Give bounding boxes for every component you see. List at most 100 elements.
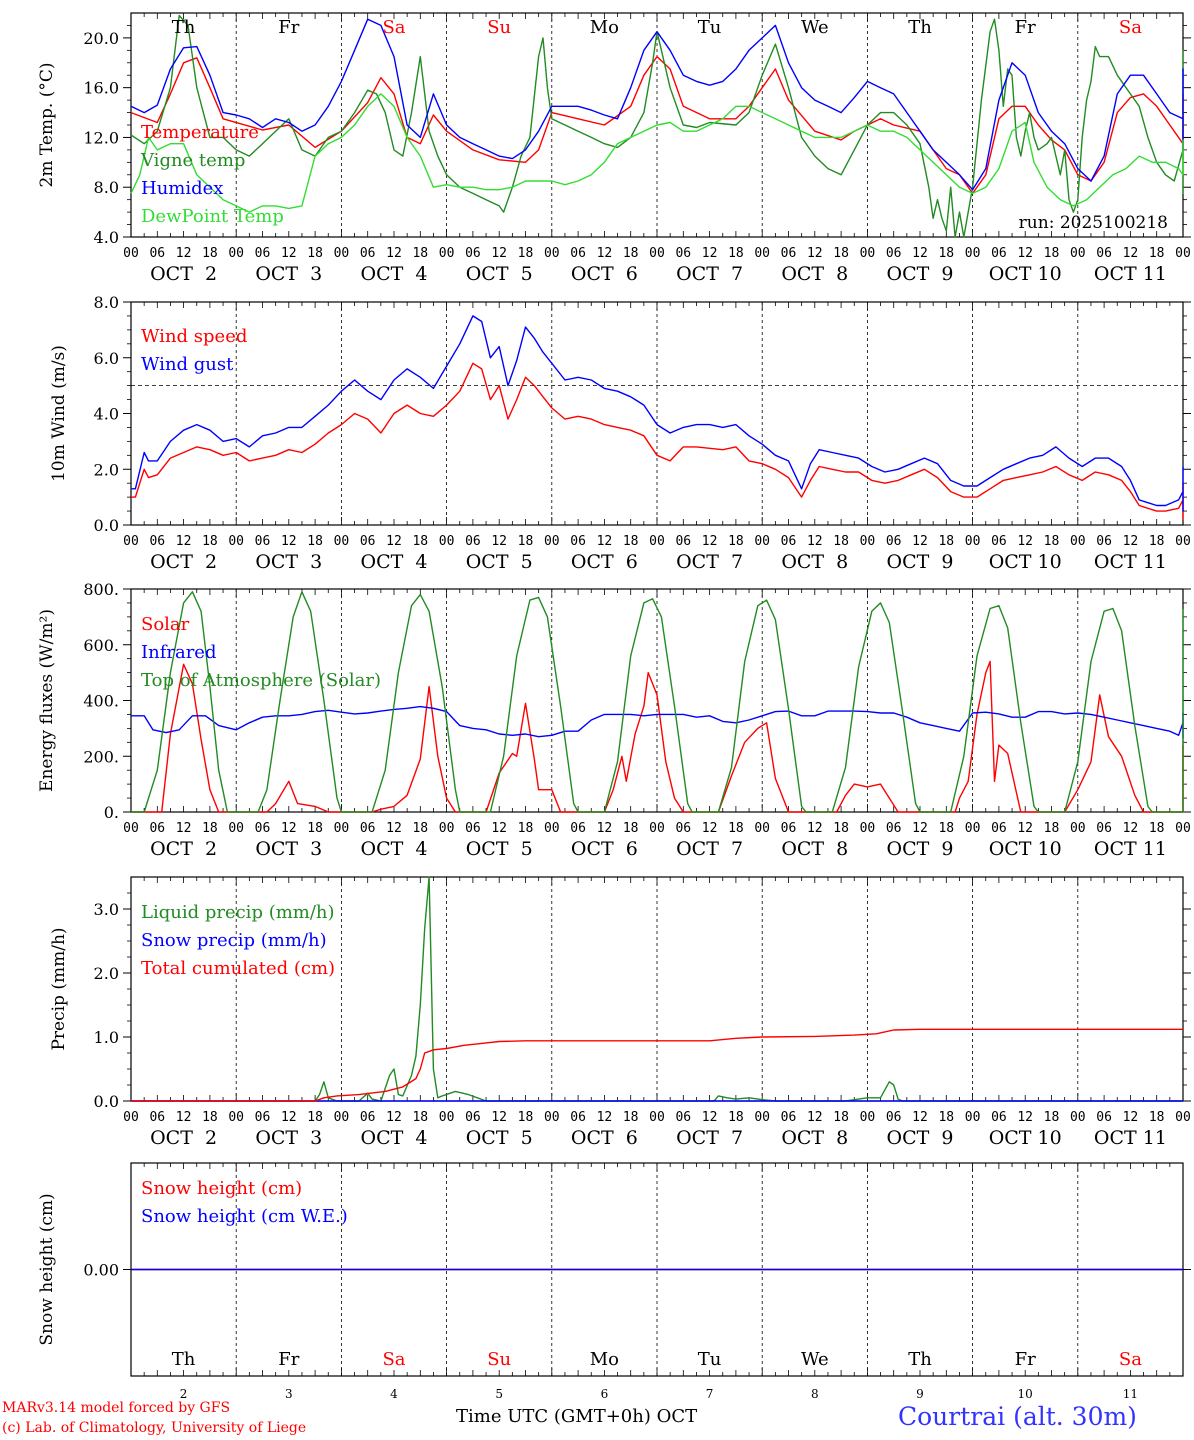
precip-hour-label: 12 [281,1110,297,1125]
precip-hour-label: 18 [202,1110,218,1125]
temp-y-tick-label: 16.0 [83,79,119,98]
temp-hour-label: 00 [1175,246,1191,261]
flux-date-label: OCT 2 [150,838,217,860]
temp-hour-label: 00 [860,246,876,261]
wind-hour-label: 06 [991,534,1007,549]
flux-date-label: OCT 4 [361,838,428,860]
precip-hour-label: 06 [991,1110,1007,1125]
wind-hour-label: 12 [491,534,507,549]
day-label-bottom: Th [172,1349,196,1370]
wind-hour-label: 00 [1175,534,1191,549]
precip-date-label: OCT 7 [676,1127,743,1149]
wind-y-tick-label: 6.0 [94,349,119,368]
flux-date-label: OCT 6 [571,838,638,860]
precip-hour-label: 18 [623,1110,639,1125]
precip-date-label: OCT 10 [989,1127,1062,1149]
temp-hour-label: 18 [938,246,954,261]
precip-hour-label: 12 [1123,1110,1139,1125]
temp-hour-label: 06 [1096,246,1112,261]
wind-date-label: OCT 11 [1094,551,1167,573]
temp-series-temperature [130,55,1184,195]
flux-date-label: OCT 3 [255,838,322,860]
wind-hour-label: 18 [938,534,954,549]
day-label-bottom: Fr [1015,1349,1036,1370]
temp-legend-entry: DewPoint Temp [141,206,284,227]
temp-hour-label: 18 [518,246,534,261]
precip-hour-label: 12 [702,1110,718,1125]
temp-date-label: OCT 6 [571,263,638,285]
wind-date-label: OCT 9 [887,551,954,573]
precip-legend-entry: Liquid precip (mm/h) [141,902,335,923]
temp-hour-label: 06 [149,246,165,261]
flux-hour-label: 18 [412,821,428,836]
wind-hour-label: 00 [649,534,665,549]
temp-hour-label: 06 [991,246,1007,261]
temp-series-dewpoint-temp [130,93,1184,213]
temp-y-axis-label: 2m Temp. (°C) [37,62,57,187]
wind-hour-label: 18 [518,534,534,549]
precip-hour-label: 00 [123,1110,139,1125]
flux-hour-label: 00 [228,821,244,836]
flux-hour-label: 00 [439,821,455,836]
temp-hour-label: 00 [228,246,244,261]
temp-hour-label: 00 [544,246,560,261]
flux-hour-label: 00 [544,821,560,836]
flux-hour-label: 12 [597,821,613,836]
flux-date-label: OCT 7 [676,838,743,860]
wind-hour-label: 18 [202,534,218,549]
day-number-label: 6 [601,1387,609,1401]
wind-hour-label: 12 [281,534,297,549]
precip-hour-label: 00 [544,1110,560,1125]
temp-hour-label: 12 [1123,246,1139,261]
flux-hour-label: 18 [1044,821,1060,836]
wind-hour-label: 06 [1096,534,1112,549]
precip-hour-label: 12 [386,1110,402,1125]
flux-hour-label: 06 [570,821,586,836]
wind-hour-label: 06 [675,534,691,549]
temp-series-humidex [130,18,1184,191]
temp-hour-label: 18 [623,246,639,261]
flux-hour-label: 18 [938,821,954,836]
flux-hour-label: 18 [728,821,744,836]
flux-y-tick-label: 800. [83,580,119,599]
precip-hour-label: 06 [255,1110,271,1125]
flux-date-label: OCT 5 [466,838,533,860]
temp-hour-label: 00 [1070,246,1086,261]
wind-y-tick-label: 2.0 [94,460,119,479]
wind-hour-label: 00 [965,534,981,549]
wind-hour-label: 00 [544,534,560,549]
temp-hour-label: 18 [728,246,744,261]
day-label-top: We [801,17,829,38]
flux-y-tick-label: 200. [83,747,119,766]
flux-hour-label: 00 [649,821,665,836]
snow-legend-entry: Snow height (cm) [141,1178,302,1199]
temp-y-tick-label: 20.0 [83,29,119,48]
day-number-label: 11 [1123,1387,1138,1401]
precip-date-label: OCT 2 [150,1127,217,1149]
temp-run-annotation: run: 2025100218 [1019,213,1168,233]
precip-date-label: OCT 4 [361,1127,428,1149]
wind-hour-label: 00 [860,534,876,549]
temp-hour-label: 12 [807,246,823,261]
wind-y-tick-label: 0.0 [94,516,119,535]
flux-legend-entry: Top of Atmosphere (Solar) [141,670,381,691]
day-label-top: Tu [698,17,722,38]
precip-hour-label: 18 [1044,1110,1060,1125]
temp-hour-label: 12 [281,246,297,261]
temp-hour-label: 18 [202,246,218,261]
wind-y-tick-label: 4.0 [94,405,119,424]
wind-hour-label: 06 [886,534,902,549]
temp-legend-entry: Temperature [141,122,259,143]
wind-hour-label: 06 [781,534,797,549]
precip-hour-label: 18 [833,1110,849,1125]
temp-series-vigne-temp [130,14,1184,238]
temp-date-label: OCT 2 [150,263,217,285]
precip-hour-label: 18 [412,1110,428,1125]
precip-hour-label: 06 [886,1110,902,1125]
wind-y-axis-label: 10m Wind (m/s) [49,345,69,482]
wind-hour-label: 00 [439,534,455,549]
temp-hour-label: 12 [1017,246,1033,261]
day-label-top: Sa [1119,17,1142,38]
precip-hour-label: 12 [491,1110,507,1125]
